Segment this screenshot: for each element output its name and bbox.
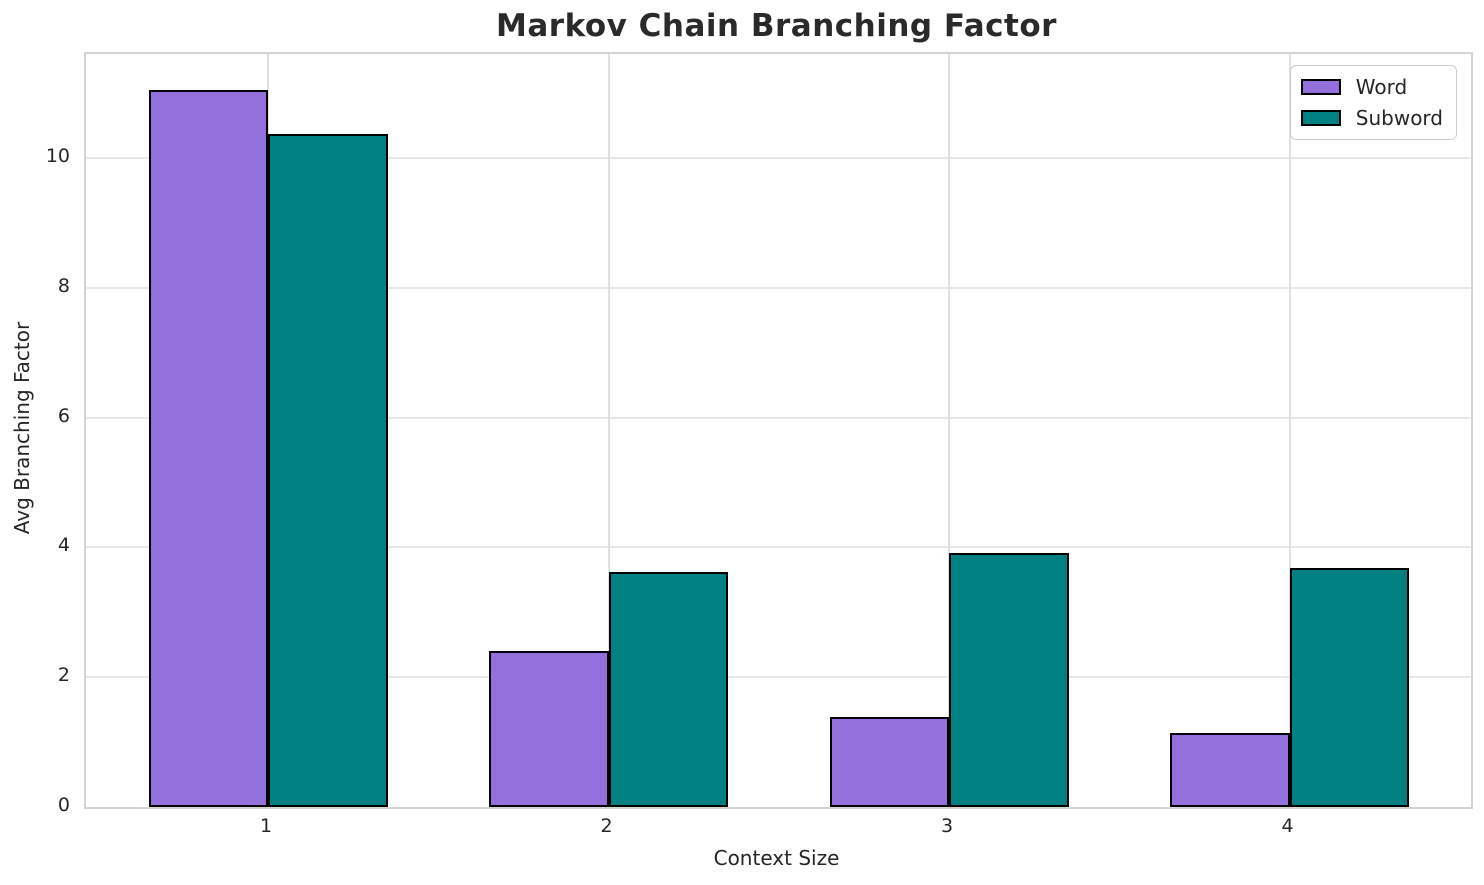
bar-word-1: [148, 90, 268, 807]
gridline-v-4: [1288, 54, 1291, 807]
legend-label-subword: Subword: [1355, 106, 1443, 130]
gridline-h-2: [86, 676, 1471, 679]
bar-word-3: [829, 717, 949, 807]
legend-swatch-word: [1300, 79, 1341, 95]
bar-subword-3: [949, 553, 1069, 807]
legend: Word Subword: [1289, 65, 1457, 140]
bar-word-4: [1170, 733, 1290, 807]
legend-swatch-subword: [1300, 110, 1341, 126]
gridline-v-3: [948, 54, 950, 807]
bar-subword-4: [1289, 568, 1409, 807]
bar-subword-1: [268, 134, 388, 807]
bar-word-2: [489, 651, 609, 807]
gridline-h-6: [86, 416, 1471, 419]
chart-title: Markov Chain Branching Factor: [496, 8, 1057, 44]
y-tick-label-0: 0: [57, 794, 70, 816]
y-tick-label-6: 6: [57, 404, 70, 427]
gridline-h-4: [86, 546, 1471, 549]
x-tick-label-3: 3: [940, 815, 954, 837]
bar-subword-2: [608, 572, 728, 807]
y-tick-label-10: 10: [45, 144, 70, 167]
legend-item-subword: Subword: [1300, 106, 1443, 130]
plot-area: Word Subword: [84, 52, 1473, 809]
y-tick-label-2: 2: [57, 664, 70, 687]
gridline-h-10: [86, 156, 1471, 159]
y-tick-label-4: 4: [57, 534, 70, 557]
gridline-v-2: [607, 54, 610, 807]
gridline-h-8: [86, 286, 1471, 289]
x-axis-label: Context Size: [713, 846, 840, 870]
x-tick-label-2: 2: [600, 815, 613, 837]
legend-label-word: Word: [1355, 75, 1408, 99]
y-tick-label-8: 8: [57, 274, 70, 297]
legend-item-word: Word: [1300, 75, 1443, 99]
x-tick-label-4: 4: [1281, 815, 1294, 837]
x-tick-label-1: 1: [259, 815, 273, 837]
